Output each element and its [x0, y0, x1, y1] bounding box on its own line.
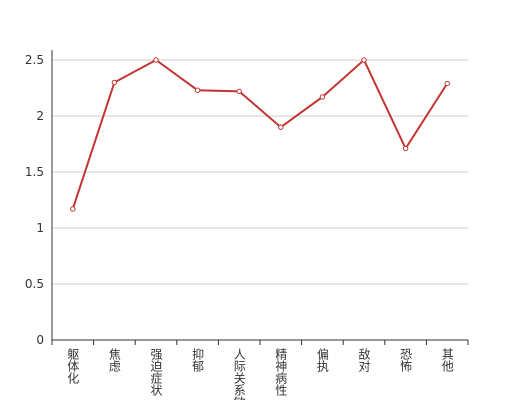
x-tick-label: 强迫症状 [149, 348, 163, 396]
x-tick-label: 人际关系敏感 [232, 348, 246, 400]
point [236, 88, 242, 95]
point [194, 87, 201, 93]
x-tick-label: 偏执 [315, 347, 329, 373]
y-tick-label: 2.5 [25, 53, 44, 67]
x-tick-label: 躯体化 [66, 347, 80, 385]
point [111, 79, 118, 86]
y-tick-label: 0.5 [25, 277, 44, 291]
x-tick-label: 其他 [440, 348, 454, 372]
x-tick-label: 抑郁 [191, 347, 205, 373]
point [444, 80, 450, 87]
x-tick-label: 焦虑 [107, 348, 121, 372]
y-tick-label: 1 [36, 221, 44, 235]
point [319, 94, 326, 100]
point [153, 57, 159, 63]
x-tick-label: 恐怖 [399, 348, 413, 372]
line [71, 58, 449, 210]
point [70, 206, 76, 212]
x-tick-label: 精神病性 [274, 348, 288, 397]
point [402, 145, 409, 152]
point [278, 124, 284, 130]
y-tick-label: 0 [36, 333, 44, 347]
point [361, 57, 367, 63]
y-tick-label: 1.5 [25, 165, 44, 179]
y-tick-label: 2 [36, 109, 44, 123]
x-tick-label: 敌对 [357, 347, 371, 372]
